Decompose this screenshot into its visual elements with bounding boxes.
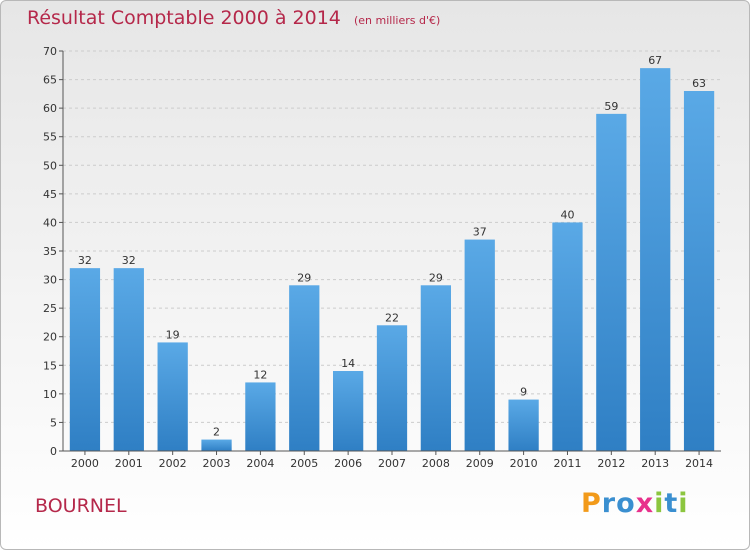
y-tick-label: 5 — [50, 416, 57, 429]
data-label: 19 — [166, 328, 180, 341]
data-label: 22 — [385, 311, 399, 324]
logo-letter: i — [654, 488, 665, 519]
data-label: 12 — [253, 368, 267, 381]
chart-subtitle: (en milliers d'€) — [353, 14, 441, 27]
bar-series: 32 32 19 2 12 29 14 22 29 37 9 40 59 67 63 — [69, 54, 715, 452]
y-tick-label: 50 — [43, 159, 57, 172]
x-tick-label: 2011 — [553, 457, 581, 470]
bar — [289, 285, 320, 451]
x-tick-label: 2007 — [378, 457, 406, 470]
y-tick-label: 20 — [43, 331, 57, 344]
y-tick-label: 40 — [43, 216, 57, 229]
bar — [552, 222, 583, 451]
data-label: 2 — [213, 426, 220, 439]
data-label: 29 — [297, 271, 311, 284]
bar — [508, 399, 539, 451]
y-tick-label: 15 — [43, 359, 57, 372]
y-tick-label: 30 — [43, 274, 57, 287]
data-label: 9 — [520, 386, 527, 399]
bar — [69, 268, 101, 451]
x-tick-label: 2008 — [422, 457, 450, 470]
y-tick-label: 60 — [43, 102, 57, 115]
data-label: 40 — [560, 208, 574, 221]
data-label: 32 — [78, 254, 92, 267]
y-tick-label: 35 — [43, 245, 57, 258]
logo-letter: x — [635, 488, 655, 519]
x-axis: 2000 2001 2002 2003 2004 2005 2006 2007 2008 2009… — [63, 450, 721, 470]
x-tick-label: 2012 — [597, 457, 625, 470]
y-tick-label: 70 — [43, 45, 57, 58]
x-tick-label: 2013 — [641, 457, 669, 470]
data-label: 37 — [473, 226, 487, 239]
bar — [464, 239, 495, 451]
data-label: 32 — [122, 254, 136, 267]
y-tick-label: 25 — [43, 302, 57, 315]
x-tick-label: 2014 — [685, 457, 713, 470]
data-label: 59 — [604, 100, 618, 113]
y-tick-label: 0 — [50, 445, 57, 458]
y-tick-label: 10 — [43, 388, 57, 401]
y-tick-label: 65 — [43, 74, 57, 87]
x-tick-label: 2006 — [334, 457, 362, 470]
data-label: 67 — [648, 54, 662, 67]
bar — [683, 91, 715, 451]
x-tick-label: 2010 — [510, 457, 538, 470]
bar — [113, 268, 144, 451]
x-tick-label: 2003 — [203, 457, 231, 470]
proxiti-logo: Proxiti — [581, 488, 689, 519]
x-tick-label: 2004 — [246, 457, 274, 470]
logo-letter: i — [678, 488, 689, 519]
bar — [201, 439, 232, 451]
commune-name: BOURNEL — [35, 495, 127, 517]
bar — [157, 342, 188, 451]
logo-letter: r — [601, 488, 617, 519]
logo-letter: o — [616, 488, 636, 519]
bar — [245, 382, 276, 451]
x-tick-label: 2009 — [466, 457, 494, 470]
data-label: 14 — [341, 357, 355, 370]
y-axis: 0 5 10 15 20 25 30 35 40 45 50 55 60 65 70 — [43, 45, 64, 458]
data-label: 29 — [429, 271, 443, 284]
logo-letter: t — [664, 488, 679, 519]
bar — [640, 68, 671, 452]
y-tick-label: 55 — [43, 131, 57, 144]
bar — [420, 285, 452, 451]
bar — [332, 371, 364, 451]
chart-title-block: Résultat Comptable 2000 à 2014 (en milli… — [27, 7, 440, 29]
x-tick-label: 2000 — [71, 457, 99, 470]
y-tick-label: 45 — [43, 188, 57, 201]
x-tick-label: 2001 — [115, 457, 143, 470]
data-label: 63 — [692, 77, 706, 90]
bar — [376, 325, 408, 451]
x-tick-label: 2005 — [290, 457, 318, 470]
chart-title: Résultat Comptable 2000 à 2014 — [27, 7, 341, 29]
x-tick-label: 2002 — [159, 457, 187, 470]
logo-letter: P — [581, 488, 602, 519]
bar — [596, 113, 627, 451]
